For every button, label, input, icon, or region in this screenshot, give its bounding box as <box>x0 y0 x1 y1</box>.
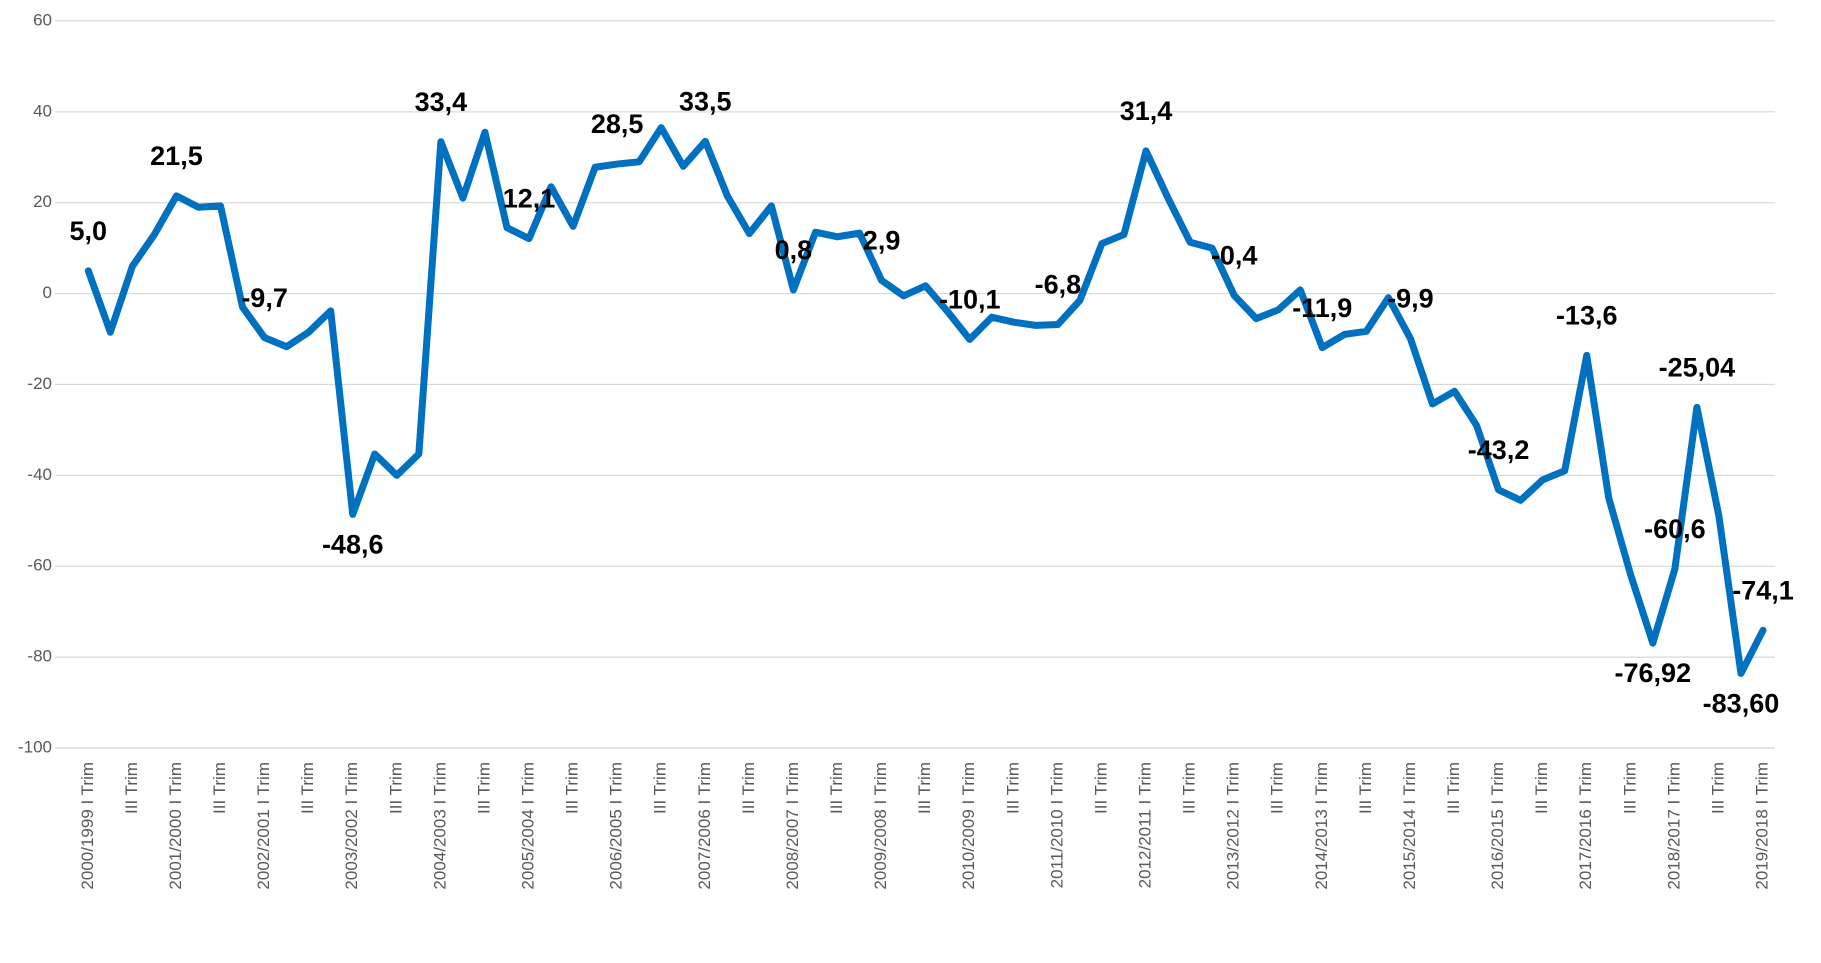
x-tick-label: 2008/2007 I Trim <box>783 762 802 890</box>
x-tick-label: 2012/2011 I Trim <box>1135 762 1154 888</box>
x-tick-label: III Trim <box>386 762 405 814</box>
x-tick-label: III Trim <box>1620 762 1639 814</box>
y-tick-label: -40 <box>27 465 52 484</box>
data-label: -25,04 <box>1659 352 1736 382</box>
x-tick-label: III Trim <box>1268 762 1287 814</box>
data-label: -11,9 <box>1292 293 1352 323</box>
data-label: -74,1 <box>1732 575 1794 605</box>
data-label: -9,7 <box>241 283 288 313</box>
x-tick-label: 2014/2013 I Trim <box>1312 762 1331 890</box>
x-tick-label: III Trim <box>827 762 846 814</box>
x-tick-label: III Trim <box>210 762 229 814</box>
y-tick-label: -100 <box>18 737 52 756</box>
x-tick-label: 2009/2008 I Trim <box>871 762 890 890</box>
data-label: 31,4 <box>1120 96 1173 126</box>
data-label: 0,8 <box>775 235 813 265</box>
data-label: -43,2 <box>1468 435 1530 465</box>
x-tick-label: III Trim <box>1532 762 1551 814</box>
x-tick-label: 2017/2016 I Trim <box>1576 762 1595 890</box>
x-tick-label: 2002/2001 I Trim <box>254 762 273 890</box>
x-tick-label: 2010/2009 I Trim <box>959 762 978 890</box>
x-tick-label: III Trim <box>298 762 317 814</box>
x-tick-label: 2001/2000 I Trim <box>166 762 185 890</box>
data-label: -48,6 <box>322 530 384 560</box>
x-tick-label: 2004/2003 I Trim <box>430 762 449 890</box>
y-tick-label: -20 <box>27 374 52 393</box>
data-label: -60,6 <box>1644 514 1706 544</box>
x-tick-label: III Trim <box>1091 762 1110 814</box>
x-tick-label: III Trim <box>1444 762 1463 814</box>
y-tick-label: 60 <box>33 10 52 29</box>
data-label: -10,1 <box>939 285 1001 315</box>
line-series <box>84 124 1767 677</box>
data-label: 2,9 <box>863 226 901 256</box>
x-tick-label: 2016/2015 I Trim <box>1488 762 1507 890</box>
x-tick-label: 2003/2002 I Trim <box>342 762 361 890</box>
x-tick-label: III Trim <box>1356 762 1375 814</box>
x-tick-label: III Trim <box>122 762 141 814</box>
data-label: 12,1 <box>503 184 556 214</box>
y-tick-label: 0 <box>43 283 52 302</box>
x-tick-label: 2007/2006 I Trim <box>695 762 714 890</box>
x-tick-label: III Trim <box>563 762 582 814</box>
y-tick-label: -80 <box>27 647 52 666</box>
x-tick-label: III Trim <box>1003 762 1022 814</box>
data-label: -13,6 <box>1556 300 1618 330</box>
y-tick-label: -60 <box>27 556 52 575</box>
x-tick-label: 2018/2017 I Trim <box>1664 762 1683 890</box>
x-tick-label: 2006/2005 I Trim <box>607 762 626 890</box>
x-tick-label: III Trim <box>474 762 493 814</box>
data-label: 5,0 <box>70 216 108 246</box>
x-tick-label: III Trim <box>739 762 758 814</box>
y-tick-label: 40 <box>33 101 52 120</box>
data-label: -0,4 <box>1211 241 1258 271</box>
x-tick-label: III Trim <box>651 762 670 814</box>
x-tick-label: III Trim <box>1180 762 1199 814</box>
x-tick-label: 2019/2018 I Trim <box>1752 762 1771 890</box>
x-tick-label: III Trim <box>1708 762 1727 814</box>
data-label: 28,5 <box>591 109 644 139</box>
y-tick-label: 20 <box>33 192 52 211</box>
data-label: 33,5 <box>679 86 732 116</box>
data-label: -9,9 <box>1387 284 1434 314</box>
x-tick-label: 2011/2010 I Trim <box>1047 762 1066 888</box>
data-label: -83,60 <box>1703 689 1780 719</box>
data-label: 33,4 <box>415 87 468 117</box>
x-tick-label: 2000/1999 I Trim <box>78 762 97 890</box>
x-tick-label: 2015/2014 I Trim <box>1400 762 1419 890</box>
x-tick-label: III Trim <box>915 762 934 814</box>
data-label: 21,5 <box>150 141 203 171</box>
x-tick-label: 2005/2004 I Trim <box>518 762 537 890</box>
x-tick-label: 2013/2012 I Trim <box>1224 762 1243 890</box>
data-label: -6,8 <box>1035 270 1082 300</box>
data-label: -76,92 <box>1615 658 1692 688</box>
